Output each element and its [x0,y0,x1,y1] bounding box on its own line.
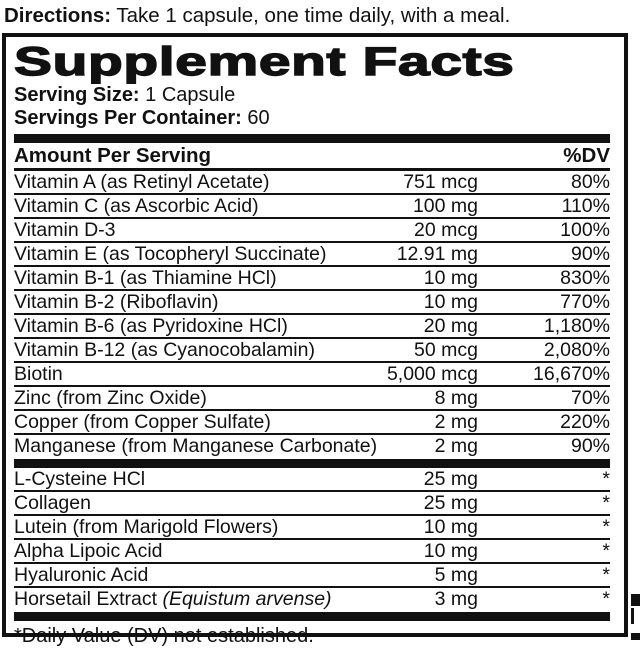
ingredient-row: Vitamin C (as Ascorbic Acid) 100 mg 110% [14,195,610,219]
servings-per-container-line: Servings Per Container: 60 [14,107,610,130]
ingredient-dv: 110% [561,195,610,217]
ingredient-name: Hyaluronic Acid [14,564,149,586]
ingredient-amount: 5 mg [434,564,478,586]
ingredient-dv: 770% [560,291,610,313]
ingredient-dv: 1,180% [543,315,610,337]
ingredient-name: Manganese (from Manganese Carbonate) [14,435,378,457]
ingredient-dv: * [602,468,610,490]
other-ingredient-rows: L-Cysteine HCl 25 mg * Collagen 25 mg * Lutein… [14,468,610,612]
directions-line: Directions: Take 1 capsule, one time dai… [4,3,636,29]
ingredient-dv: 100% [560,219,610,241]
ingredient-name: Vitamin A (as Retinyl Acetate) [14,171,270,193]
ingredient-name: Vitamin B-6 (as Pyridoxine HCl) [14,315,288,337]
ingredient-amount: 8 mg [434,387,478,409]
ingredient-amount: 751 mcg [403,171,478,193]
amount-per-serving-header: Amount Per Serving [14,144,212,167]
supplement-facts-panel: Supplement Facts Serving Size: 1 Capsule… [2,33,628,647]
ingredient-dv: 220% [560,411,610,433]
dv-footnote: *Daily Value (DV) not established. [14,625,314,647]
ingredient-name: Lutein (from Marigold Flowers) [14,516,279,538]
ingredient-dv: * [602,516,610,538]
ingredient-dv: 90% [570,243,610,265]
directions-label: Directions: [4,4,112,27]
ingredient-amount: 10 mg [423,540,478,562]
ingredient-amount: 5,000 mcg [386,363,478,385]
ingredient-name: Copper (from Copper Sulfate) [14,411,271,433]
ingredient-dv: * [602,540,610,562]
ingredient-dv: 90% [570,435,610,457]
ingredient-row: Alpha Lipoic Acid 10 mg * [14,540,610,564]
ingredient-row: Vitamin E (as Tocopheryl Succinate) 12.91… [14,243,610,267]
ingredient-name: Vitamin C (as Ascorbic Acid) [14,195,259,217]
ingredient-row: Lutein (from Marigold Flowers) 10 mg * [14,516,610,540]
servings-per-container-label: Servings Per Container: [14,107,242,129]
adjacent-panel-fragment-bar [631,594,640,606]
ingredient-row: Vitamin A (as Retinyl Acetate) 751 mcg 80% [14,171,610,195]
ingredient-dv: 70% [570,387,610,409]
ingredient-dv: 2,080% [543,339,610,361]
serving-size-label: Serving Size: [14,84,140,106]
ingredient-name: Collagen [14,492,91,514]
ingredient-amount: 3 mg [434,588,478,610]
ingredient-name: Alpha Lipoic Acid [14,540,163,562]
ingredient-name: Vitamin E (as Tocopheryl Succinate) [14,243,327,265]
ingredient-amount: 25 mg [423,492,478,514]
table-header-row: Amount Per Serving %DV [14,143,610,171]
ingredient-row: Vitamin B-12 (as Cyanocobalamin) 50 mcg 2,… [14,339,610,363]
ingredient-name: Biotin [14,363,63,385]
ingredient-amount: 100 mg [412,195,478,217]
ingredient-amount: 12.91 mg [396,243,478,265]
ingredient-row: Copper (from Copper Sulfate) 2 mg 220% [14,411,610,435]
adjacent-panel-fragment-border [631,608,634,624]
vitamin-mineral-rows: Vitamin A (as Retinyl Acetate) 751 mcg 80%… [14,171,610,459]
ingredient-amount: 2 mg [434,411,478,433]
ingredient-dv: 830% [560,267,610,289]
ingredient-amount: 10 mg [423,516,478,538]
servings-per-container-value: 60 [241,107,270,129]
serving-size-line: Serving Size: 1 Capsule [14,84,610,107]
ingredient-name: Vitamin B-2 (Riboflavin) [14,291,219,313]
percent-dv-header: %DV [563,144,610,167]
thick-divider-bar [14,612,610,621]
ingredient-dv: 16,670% [533,363,610,385]
ingredient-latin-name: (Equistum arvense) [157,588,332,610]
ingredient-amount: 10 mg [423,267,478,289]
ingredient-amount: 20 mg [423,315,478,337]
ingredient-row: Collagen 25 mg * [14,492,610,516]
ingredient-dv: 80% [570,171,610,193]
ingredient-dv: * [602,564,610,586]
ingredient-name: Vitamin D-3 [14,219,116,241]
adjacent-panel-fragment-bar [631,633,640,640]
ingredient-row: Vitamin B-1 (as Thiamine HCl) 10 mg 830% [14,267,610,291]
ingredient-name: Horsetail Extract (Equistum arvense) [14,588,332,610]
ingredient-amount: 20 mcg [414,219,478,241]
ingredient-row: L-Cysteine HCl 25 mg * [14,468,610,492]
ingredient-amount: 25 mg [423,468,478,490]
ingredient-name: Vitamin B-1 (as Thiamine HCl) [14,267,277,289]
directions-text: Take 1 capsule, one time daily, with a m… [111,4,511,27]
ingredient-name: Vitamin B-12 (as Cyanocobalamin) [14,339,315,361]
ingredient-name: Zinc (from Zinc Oxide) [14,387,207,409]
panel-title: Supplement Facts [13,40,515,84]
ingredient-row: Vitamin B-2 (Riboflavin) 10 mg 770% [14,291,610,315]
ingredient-row: Zinc (from Zinc Oxide) 8 mg 70% [14,387,610,411]
ingredient-name: L-Cysteine HCl [14,468,146,490]
ingredient-dv: * [602,492,610,514]
ingredient-row: Vitamin D-3 20 mcg 100% [14,219,610,243]
ingredient-row: Hyaluronic Acid 5 mg * [14,564,610,588]
thick-divider-bar [14,459,610,468]
ingredient-amount: 10 mg [423,291,478,313]
ingredient-amount: 2 mg [434,435,478,457]
serving-size-value: 1 Capsule [139,84,236,106]
ingredient-row: Horsetail Extract (Equistum arvense) 3 mg… [14,588,610,612]
ingredient-row: Biotin 5,000 mcg 16,670% [14,363,610,387]
thick-divider-bar [14,134,610,143]
ingredient-dv: * [602,588,610,610]
ingredient-row: Vitamin B-6 (as Pyridoxine HCl) 20 mg 1,18… [14,315,610,339]
ingredient-row: Manganese (from Manganese Carbonate) 2 mg… [14,435,610,459]
ingredient-amount: 50 mcg [414,339,478,361]
